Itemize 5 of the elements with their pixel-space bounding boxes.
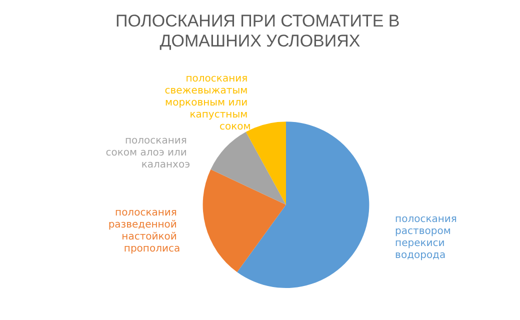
chart-title: ПОЛОСКАНИЯ ПРИ СТОМАТИТЕ В ДОМАШНИХ УСЛОВИЯХ (116, 12, 404, 50)
slice-label: полоскания разведенной настойкой прополиса (108, 207, 180, 254)
slice-label: полоскания раствором перекиси водорода (395, 214, 460, 261)
slice-label: полоскания соком алоэ или каланхоэ (106, 135, 190, 170)
slice-label: полоскания свежевыжатым морковным или капустным соком (164, 73, 251, 132)
